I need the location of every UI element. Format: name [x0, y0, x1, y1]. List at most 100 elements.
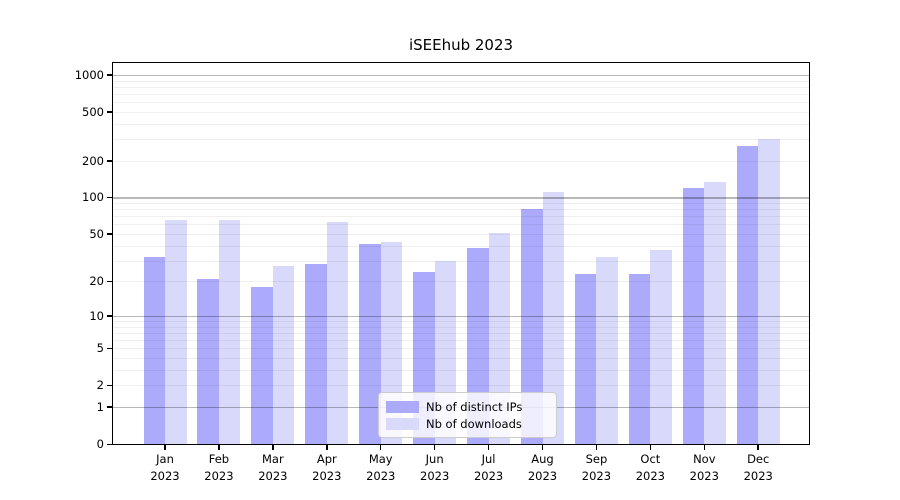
- y-tick-mark-1: [107, 406, 112, 408]
- bar-nb-of-downloads-sep: [596, 257, 618, 445]
- y-tick-label-5: 5: [96, 341, 104, 356]
- gridline-minor-5: [113, 348, 809, 350]
- y-tick-label-10: 10: [89, 308, 104, 323]
- x-tick-year-feb: 2023: [204, 468, 234, 483]
- y-tick-mark-50: [107, 233, 112, 235]
- gridline-minor-20: [113, 281, 809, 283]
- x-tick-mark-nov: [703, 445, 706, 450]
- x-tick-year-mar: 2023: [258, 468, 288, 483]
- x-tick-label-dec: Dec 2023: [726, 451, 790, 484]
- y-tick-mark-0: [107, 443, 112, 445]
- x-tick-label-jul: Jul 2023: [457, 451, 521, 484]
- bar-nb-of-distinct-ips-dec: [736, 145, 759, 445]
- x-tick-mark-apr: [326, 445, 328, 450]
- legend-label-downloads: Nb of downloads: [426, 416, 522, 431]
- x-tick-year-jun: 2023: [420, 468, 450, 483]
- bar-nb-of-downloads-jan: [165, 220, 187, 445]
- gridline-major-100: [113, 197, 809, 199]
- legend: Nb of distinct IPs Nb of downloads: [378, 392, 557, 438]
- gridline-minor-8: [113, 326, 809, 328]
- x-tick-label-aug: Aug 2023: [511, 451, 575, 484]
- x-tick-year-nov: 2023: [689, 468, 719, 483]
- gridline-minor-400: [113, 123, 809, 125]
- x-tick-label-sep: Sep 2023: [564, 451, 628, 484]
- x-tick-year-may: 2023: [366, 468, 396, 483]
- x-tick-label-feb: Feb 2023: [187, 451, 251, 484]
- gridline-minor-90: [113, 203, 809, 205]
- gridline-major-1000: [113, 74, 809, 77]
- y-tick-label-1: 1: [96, 399, 104, 414]
- x-tick-year-oct: 2023: [635, 468, 665, 483]
- x-tick-label-nov: Nov 2023: [672, 451, 736, 484]
- y-tick-mark-5: [107, 347, 112, 350]
- bar-nb-of-downloads-nov: [704, 181, 726, 445]
- x-tick-mark-feb: [218, 445, 220, 450]
- y-tick-label-50: 50: [89, 226, 104, 241]
- bar-nb-of-downloads-apr: [326, 221, 349, 445]
- gridline-minor-6: [113, 340, 809, 342]
- bar-nb-of-distinct-ips-feb: [197, 278, 219, 445]
- x-tick-year-dec: 2023: [743, 468, 773, 483]
- x-tick-year-jan: 2023: [150, 468, 180, 483]
- bar-nb-of-distinct-ips-oct: [628, 274, 651, 445]
- bar-nb-of-distinct-ips-may: [359, 244, 381, 445]
- x-tick-label-jan: Jan 2023: [133, 451, 197, 484]
- x-tick-mark-mar: [272, 445, 274, 450]
- bar-nb-of-downloads-aug: [542, 192, 564, 445]
- bar-nb-of-downloads-dec: [758, 139, 780, 445]
- x-tick-label-may: May 2023: [349, 451, 413, 484]
- gridline-minor-500: [113, 111, 809, 113]
- x-tick-mark-oct: [649, 445, 652, 450]
- gridline-minor-300: [113, 139, 809, 141]
- y-tick-label-500: 500: [82, 104, 104, 119]
- legend-item-distinct-ips: Nb of distinct IPs: [386, 398, 556, 415]
- x-tick-mark-sep: [595, 445, 598, 450]
- gridline-minor-800: [113, 86, 809, 88]
- legend-label-distinct-ips: Nb of distinct IPs: [426, 399, 523, 414]
- gridline-minor-900: [113, 80, 809, 82]
- x-tick-mark-aug: [541, 445, 544, 450]
- x-tick-mark-dec: [757, 445, 759, 450]
- y-tick-mark-100: [107, 196, 112, 199]
- y-tick-label-100: 100: [82, 190, 104, 205]
- x-tick-year-apr: 2023: [312, 468, 342, 483]
- y-tick-label-0: 0: [96, 437, 104, 451]
- gridline-minor-40: [113, 245, 809, 247]
- y-tick-mark-200: [107, 160, 112, 162]
- gridline-minor-700: [113, 93, 809, 95]
- chart-title: iSEEhub 2023: [408, 36, 514, 54]
- y-tick-label-20: 20: [89, 274, 104, 289]
- x-tick-label-oct: Oct 2023: [618, 451, 682, 484]
- x-tick-year-jul: 2023: [473, 468, 504, 483]
- gridline-major-10: [113, 315, 809, 318]
- gridline-minor-60: [113, 224, 809, 226]
- bar-nb-of-distinct-ips-aug: [521, 209, 543, 445]
- x-tick-year-aug: 2023: [527, 468, 558, 483]
- gridline-minor-50: [113, 233, 809, 235]
- gridline-minor-600: [113, 102, 809, 104]
- gridline-minor-9: [113, 321, 809, 322]
- bar-nb-of-distinct-ips-mar: [251, 286, 273, 445]
- gridline-minor-7: [113, 332, 809, 334]
- x-tick-mark-jan: [164, 445, 166, 450]
- x-tick-mark-jul: [487, 445, 490, 450]
- gridline-minor-4: [113, 358, 809, 360]
- x-tick-mark-may: [379, 445, 382, 450]
- legend-item-downloads: Nb of downloads: [386, 415, 556, 432]
- gridline-minor-30: [113, 260, 809, 262]
- x-tick-mark-jun: [433, 445, 436, 450]
- x-tick-label-mar: Mar 2023: [241, 451, 305, 484]
- y-tick-mark-10: [107, 315, 112, 317]
- gridline-minor-2: [113, 385, 809, 387]
- y-tick-mark-20: [107, 280, 112, 283]
- gridline-minor-200: [113, 160, 809, 162]
- y-tick-label-2: 2: [96, 378, 104, 393]
- bar-nb-of-downloads-jul: [488, 232, 511, 445]
- legend-swatch-distinct-ips: [386, 400, 419, 413]
- x-tick-label-jun: Jun 2023: [403, 451, 467, 484]
- y-tick-mark-1000: [107, 74, 112, 76]
- bar-nb-of-distinct-ips-apr: [305, 264, 327, 445]
- x-tick-label-apr: Apr 2023: [295, 451, 359, 484]
- y-tick-mark-500: [107, 111, 112, 113]
